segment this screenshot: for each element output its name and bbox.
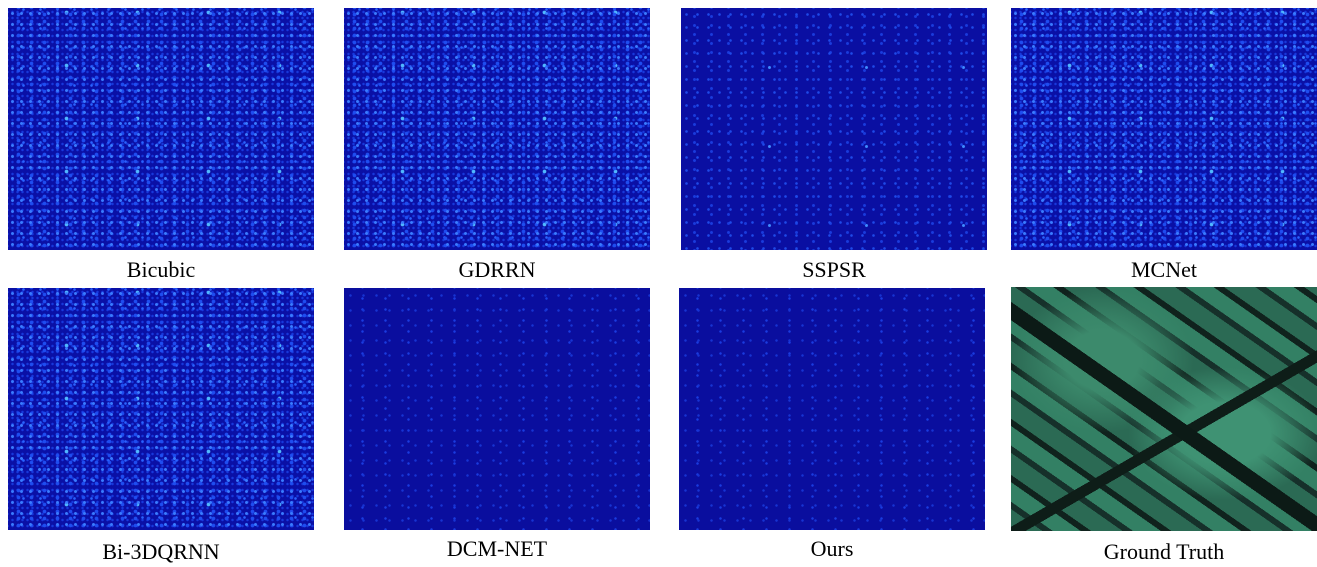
- error-map: [1011, 8, 1317, 250]
- figure: Bicubic GDRRN SSPSR MCNet Bi-3DQRNN DCM-…: [0, 0, 1317, 567]
- error-map: [8, 8, 314, 250]
- caption: Bicubic: [8, 257, 314, 283]
- caption: DCM-NET: [344, 536, 650, 562]
- caption: SSPSR: [681, 257, 987, 283]
- error-map: [8, 288, 314, 530]
- ground-truth-image: [1011, 287, 1317, 531]
- error-map: [344, 288, 650, 530]
- error-map: [344, 8, 650, 250]
- caption: GDRRN: [344, 257, 650, 283]
- caption: MCNet: [1011, 257, 1317, 283]
- caption: Ground Truth: [1011, 539, 1317, 565]
- error-map: [681, 8, 987, 250]
- caption: Ours: [679, 536, 985, 562]
- error-map: [679, 288, 985, 530]
- caption: Bi-3DQRNN: [8, 539, 314, 565]
